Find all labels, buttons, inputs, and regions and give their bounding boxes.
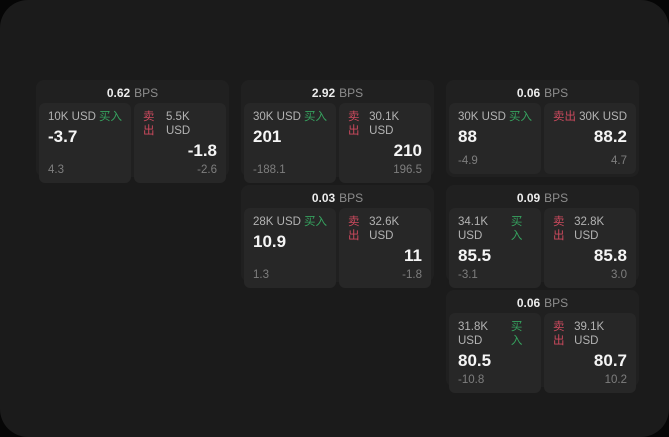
- sell-delta: 3.0: [611, 269, 627, 281]
- spread-header: 0.06 BPS: [449, 83, 636, 103]
- sell-price: 80.7: [593, 351, 627, 370]
- spread-header: 0.03 BPS: [244, 188, 431, 208]
- sell-amount: 39.1K USD: [574, 321, 605, 347]
- buy-price: 85.5: [458, 246, 492, 265]
- quote-card-body: 31.8K USD 买入 80.5 -10.8 卖出 39.1K USD 80.…: [449, 313, 636, 393]
- quote-card[interactable]: 2.92 BPS 30K USD 买入 201 -188.1 卖出: [241, 80, 434, 183]
- quote-card-body: 30K USD 买入 88 -4.9 卖出 30K USD 88.2 4.7: [449, 103, 636, 174]
- spread-header: 0.09 BPS: [449, 188, 636, 208]
- sell-label: 卖出: [553, 216, 565, 242]
- sell-delta: 4.7: [611, 155, 627, 167]
- buy-pane[interactable]: 28K USD 买入 10.9 1.3: [244, 208, 336, 288]
- sell-price: 88.2: [593, 127, 627, 146]
- quote-card[interactable]: 0.03 BPS 28K USD 买入 10.9 1.3 卖出: [241, 185, 434, 288]
- buy-pane[interactable]: 10K USD 买入 -3.7 4.3: [39, 103, 131, 183]
- buy-label: 买入: [304, 111, 327, 123]
- sell-pane[interactable]: 卖出 32.8K USD 85.8 3.0: [544, 208, 636, 288]
- quote-card-grid: 0.62 BPS 10K USD 买入 -3.7 4.3 卖出: [36, 80, 639, 393]
- spread-unit-label: BPS: [339, 191, 364, 205]
- column-2: 2.92 BPS 30K USD 买入 201 -188.1 卖出: [241, 80, 434, 387]
- buy-price: -3.7: [48, 127, 78, 146]
- sell-price: 11: [404, 246, 422, 265]
- buy-price: 80.5: [458, 351, 492, 370]
- buy-delta: -188.1: [253, 164, 286, 176]
- sell-delta: -1.8: [402, 269, 422, 281]
- sell-pane[interactable]: 卖出 32.6K USD 11 -1.8: [339, 208, 431, 288]
- buy-label: 买入: [509, 111, 532, 123]
- spread-value: 0.09: [516, 191, 541, 205]
- buy-amount: 34.1K USD: [458, 216, 489, 242]
- buy-price: 201: [253, 127, 282, 146]
- spread-value: 2.92: [311, 86, 336, 100]
- sell-price: 85.8: [593, 246, 627, 265]
- quote-card[interactable]: 0.06 BPS 31.8K USD 买入 80.5 -10.8 卖出: [446, 290, 639, 393]
- buy-label: 买入: [304, 216, 327, 228]
- sell-pane[interactable]: 卖出 5.5K USD -1.8 -2.6: [134, 103, 226, 183]
- spread-header: 2.92 BPS: [244, 83, 431, 103]
- sell-amount: 5.5K USD: [165, 111, 191, 137]
- spread-value: 0.62: [106, 86, 131, 100]
- sell-delta: 10.2: [604, 374, 627, 386]
- buy-price: 88: [458, 127, 477, 146]
- sell-label: 卖出: [348, 216, 360, 242]
- sell-label: 卖出: [553, 321, 565, 347]
- spread-unit-label: BPS: [134, 86, 159, 100]
- sell-pane[interactable]: 卖出 39.1K USD 80.7 10.2: [544, 313, 636, 393]
- quote-card-body: 28K USD 买入 10.9 1.3 卖出 32.6K USD 11 -1.8: [244, 208, 431, 288]
- spread-unit-label: BPS: [544, 86, 569, 100]
- buy-amount: 10K USD: [48, 111, 96, 123]
- column-1: 0.62 BPS 10K USD 买入 -3.7 4.3 卖出: [36, 80, 229, 387]
- buy-delta: -10.8: [458, 374, 485, 386]
- sell-amount: 32.6K USD: [369, 216, 400, 242]
- quote-card[interactable]: 0.62 BPS 10K USD 买入 -3.7 4.3 卖出: [36, 80, 229, 183]
- buy-delta: 4.3: [48, 164, 64, 176]
- quote-card-body: 10K USD 买入 -3.7 4.3 卖出 5.5K USD -1.8 -2.…: [39, 103, 226, 183]
- buy-amount: 30K USD: [458, 111, 506, 123]
- spread-value: 0.03: [311, 191, 336, 205]
- quote-card[interactable]: 0.06 BPS 30K USD 买入 88 -4.9 卖出: [446, 80, 639, 177]
- buy-pane[interactable]: 31.8K USD 买入 80.5 -10.8: [449, 313, 541, 393]
- spread-value: 0.06: [516, 86, 541, 100]
- buy-delta: -3.1: [458, 269, 478, 281]
- buy-price: 10.9: [253, 232, 287, 251]
- sell-delta: 196.5: [393, 164, 422, 176]
- spread-unit-label: BPS: [544, 296, 569, 310]
- sell-amount: 32.8K USD: [574, 216, 605, 242]
- spread-header: 0.62 BPS: [39, 83, 226, 103]
- buy-amount: 28K USD: [253, 216, 301, 228]
- sell-label: 卖出: [553, 111, 576, 123]
- buy-pane[interactable]: 30K USD 买入 201 -188.1: [244, 103, 336, 183]
- quote-card[interactable]: 0.09 BPS 34.1K USD 买入 85.5 -3.1 卖出: [446, 185, 639, 288]
- buy-label: 买入: [510, 321, 523, 347]
- buy-label: 买入: [510, 216, 523, 242]
- sell-label: 卖出: [143, 111, 155, 137]
- sell-delta: -2.6: [197, 164, 217, 176]
- quote-card-body: 34.1K USD 买入 85.5 -3.1 卖出 32.8K USD 85.8…: [449, 208, 636, 288]
- sell-amount: 30K USD: [579, 111, 627, 123]
- column-3: 0.06 BPS 30K USD 买入 88 -4.9 卖出: [446, 80, 639, 393]
- sell-pane[interactable]: 卖出 30.1K USD 210 196.5: [339, 103, 431, 183]
- buy-amount: 30K USD: [253, 111, 301, 123]
- quote-card-body: 30K USD 买入 201 -188.1 卖出 30.1K USD 210 1…: [244, 103, 431, 183]
- sell-label: 卖出: [348, 111, 360, 137]
- buy-amount: 31.8K USD: [458, 321, 489, 347]
- buy-pane[interactable]: 34.1K USD 买入 85.5 -3.1: [449, 208, 541, 288]
- sell-price: 210: [393, 141, 422, 160]
- buy-delta: -4.9: [458, 155, 478, 167]
- spread-header: 0.06 BPS: [449, 293, 636, 313]
- sell-pane[interactable]: 卖出 30K USD 88.2 4.7: [544, 103, 636, 174]
- buy-delta: 1.3: [253, 269, 269, 281]
- buy-label: 买入: [99, 111, 122, 123]
- sell-price: -1.8: [187, 141, 217, 160]
- spread-unit-label: BPS: [544, 191, 569, 205]
- spread-unit-label: BPS: [339, 86, 364, 100]
- buy-pane[interactable]: 30K USD 买入 88 -4.9: [449, 103, 541, 174]
- sell-amount: 30.1K USD: [369, 111, 400, 137]
- spread-value: 0.06: [516, 296, 541, 310]
